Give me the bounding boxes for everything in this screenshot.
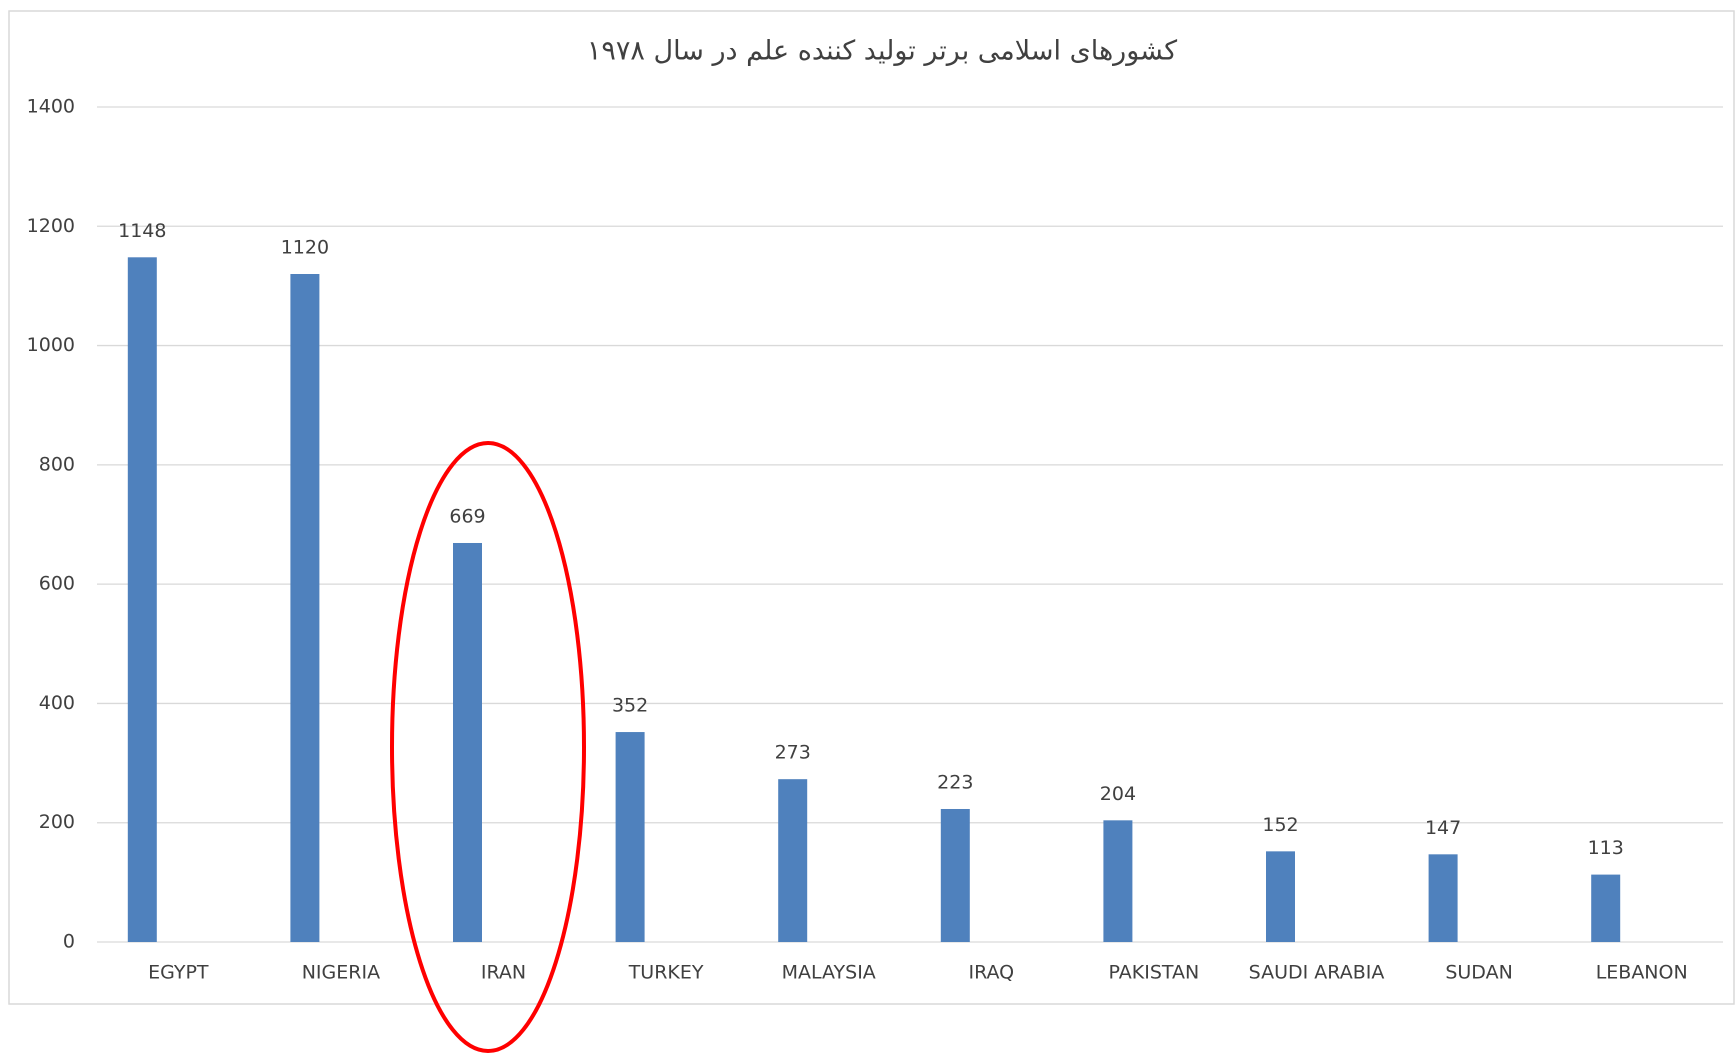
x-tick-label: SUDAN (1445, 962, 1512, 984)
data-label: 273 (775, 742, 811, 764)
y-tick-label: 800 (39, 453, 75, 475)
y-tick-label: 0 (63, 931, 75, 953)
x-tick-label: PAKISTAN (1109, 962, 1200, 984)
data-label: 669 (449, 505, 485, 527)
x-tick-label: LEBANON (1596, 962, 1688, 984)
highlight-circle (390, 441, 586, 1053)
y-tick-label: 1200 (27, 215, 75, 237)
bar (1428, 854, 1458, 942)
x-tick-label: IRAN (481, 962, 526, 984)
x-tick-label: NIGERIA (302, 962, 380, 984)
y-tick-label: 1000 (27, 334, 75, 356)
data-label: 113 (1588, 837, 1624, 859)
y-tick-label: 400 (39, 692, 75, 714)
bar (1591, 874, 1621, 942)
x-tick-label: EGYPT (148, 962, 209, 984)
data-label: 152 (1262, 814, 1298, 836)
data-label: 1120 (281, 237, 329, 259)
x-tick-label: IRAQ (968, 962, 1014, 984)
bar (127, 257, 157, 942)
chart-title: کشورهای اسلامی برتر تولید کننده علم در س… (587, 36, 1177, 67)
bar (1266, 851, 1295, 942)
bar (940, 808, 970, 942)
y-tick-label: 200 (39, 811, 75, 833)
y-tick-label: 600 (39, 573, 75, 595)
chart-border (8, 10, 1735, 1005)
bar (615, 732, 645, 942)
data-label: 223 (937, 771, 973, 793)
data-label: 1148 (118, 220, 166, 242)
bar (1103, 820, 1133, 942)
data-label: 352 (612, 695, 648, 717)
data-label: 147 (1425, 817, 1461, 839)
bar (290, 274, 320, 942)
x-tick-label: MALAYSIA (782, 962, 876, 984)
data-label: 204 (1100, 783, 1136, 805)
x-tick-label: TURKEY (628, 962, 704, 984)
y-tick-label: 1400 (27, 96, 75, 118)
bar (453, 542, 482, 942)
x-tick-label: SAUDI ARABIA (1249, 962, 1385, 984)
bar (778, 779, 808, 942)
